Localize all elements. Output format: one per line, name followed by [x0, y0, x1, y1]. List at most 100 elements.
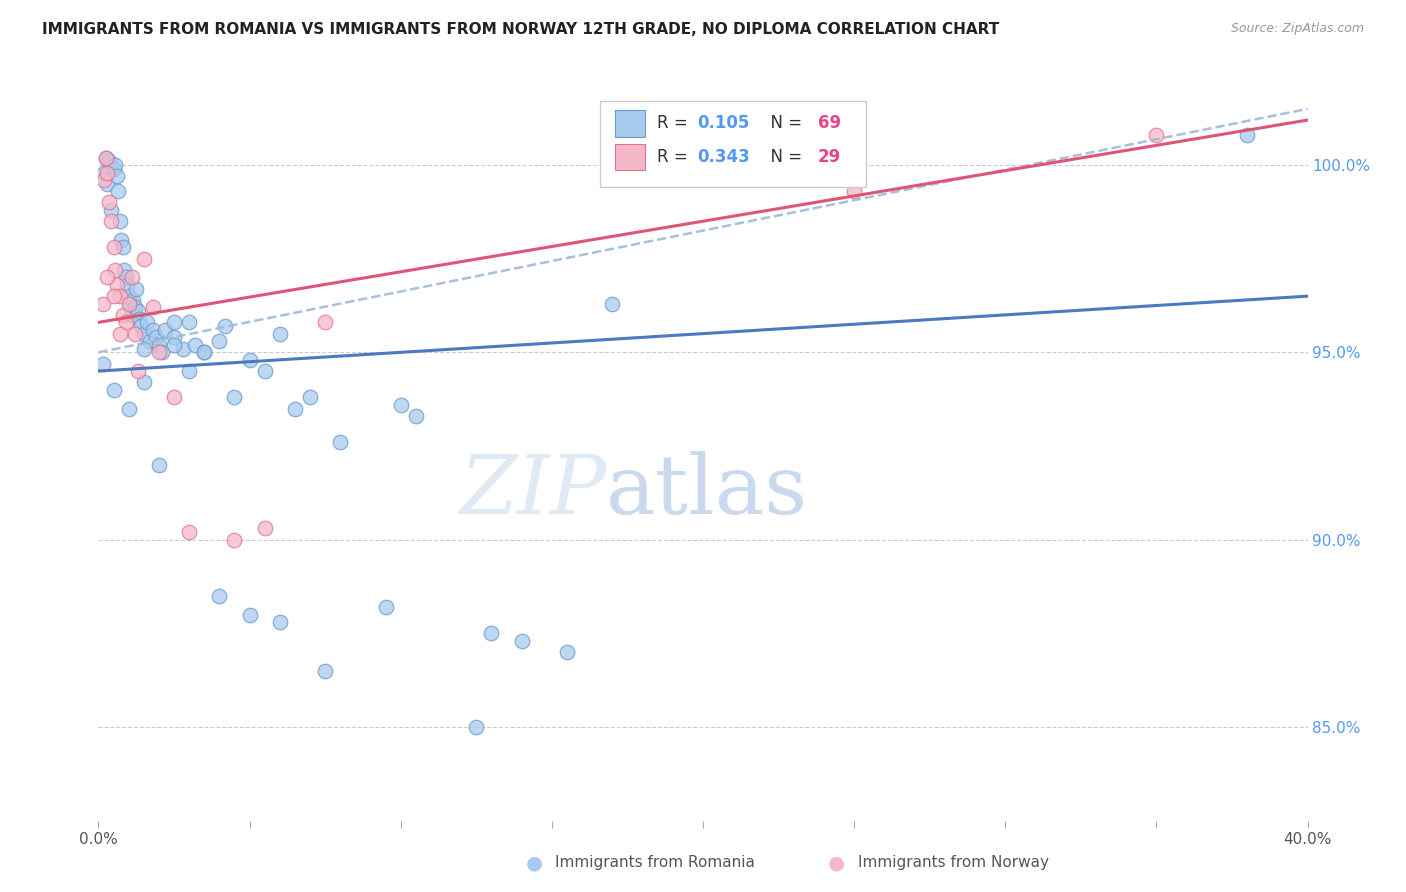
Point: [103, 240, 125, 254]
Point: [153, 323, 176, 337]
Point: [124, 301, 146, 315]
Point: [94, 151, 117, 165]
FancyBboxPatch shape: [614, 144, 645, 170]
Point: [142, 301, 165, 315]
Point: [172, 342, 194, 356]
Point: [224, 533, 246, 547]
Point: [115, 277, 138, 292]
Point: [179, 525, 201, 540]
Point: [124, 326, 146, 341]
Point: [269, 326, 291, 341]
Point: [150, 345, 173, 359]
Text: Immigrants from Romania: Immigrants from Romania: [555, 855, 755, 870]
Point: [107, 184, 129, 198]
Point: [148, 338, 170, 352]
Point: [100, 202, 122, 217]
Point: [93, 165, 115, 179]
Point: [314, 315, 336, 329]
Point: [253, 364, 276, 378]
Point: [127, 304, 149, 318]
Point: [148, 458, 170, 472]
Point: [91, 357, 114, 371]
Point: [555, 645, 578, 659]
Point: [389, 398, 412, 412]
Point: [374, 600, 396, 615]
Point: [108, 214, 131, 228]
Point: [844, 184, 866, 198]
Point: [163, 315, 186, 329]
FancyBboxPatch shape: [600, 102, 866, 187]
Point: [96, 165, 118, 179]
Point: [114, 270, 136, 285]
Point: [108, 289, 131, 303]
FancyBboxPatch shape: [614, 111, 645, 136]
Point: [329, 435, 352, 450]
Point: [239, 607, 262, 622]
Point: [104, 158, 127, 172]
Point: [132, 326, 155, 341]
Point: [193, 345, 215, 359]
Point: [93, 173, 115, 187]
Point: [108, 326, 131, 341]
Point: [120, 296, 142, 310]
Text: R =: R =: [657, 148, 693, 166]
Point: [224, 390, 246, 404]
Point: [103, 383, 125, 397]
Point: [139, 334, 162, 348]
Text: R =: R =: [657, 114, 693, 132]
Text: IMMIGRANTS FROM ROMANIA VS IMMIGRANTS FROM NORWAY 12TH GRADE, NO DIPLOMA CORRELA: IMMIGRANTS FROM ROMANIA VS IMMIGRANTS FR…: [42, 22, 1000, 37]
Text: ●: ●: [526, 853, 543, 872]
Text: Immigrants from Norway: Immigrants from Norway: [858, 855, 1049, 870]
Point: [465, 720, 488, 734]
Point: [91, 296, 114, 310]
Point: [179, 315, 201, 329]
Point: [1146, 128, 1168, 142]
Point: [111, 308, 134, 322]
Point: [132, 252, 155, 266]
Point: [193, 345, 215, 359]
Point: [121, 270, 143, 285]
Point: [284, 401, 307, 416]
Point: [110, 233, 132, 247]
Point: [148, 345, 170, 359]
Text: ZIP: ZIP: [460, 451, 606, 531]
Point: [118, 296, 141, 310]
Text: 69: 69: [818, 114, 841, 132]
Text: N =: N =: [759, 114, 807, 132]
Point: [104, 263, 127, 277]
Point: [129, 319, 152, 334]
Point: [111, 240, 134, 254]
Point: [314, 664, 336, 678]
Point: [132, 342, 155, 356]
Point: [105, 169, 128, 184]
Text: ●: ●: [828, 853, 845, 872]
Point: [269, 615, 291, 629]
Point: [118, 289, 141, 303]
Point: [135, 315, 157, 329]
Point: [405, 409, 427, 423]
Point: [184, 338, 207, 352]
Point: [103, 161, 125, 176]
Text: atlas: atlas: [606, 451, 808, 531]
Point: [96, 177, 118, 191]
Point: [98, 154, 121, 169]
Point: [1236, 128, 1258, 142]
Point: [208, 334, 231, 348]
Text: N =: N =: [759, 148, 807, 166]
Point: [214, 319, 236, 334]
Point: [96, 270, 118, 285]
Point: [94, 151, 117, 165]
Point: [253, 521, 276, 535]
Point: [98, 195, 121, 210]
Point: [125, 282, 148, 296]
Point: [239, 352, 262, 367]
Point: [112, 263, 135, 277]
Point: [132, 376, 155, 390]
Point: [163, 390, 186, 404]
Text: 0.105: 0.105: [697, 114, 749, 132]
Text: 0.343: 0.343: [697, 148, 749, 166]
Point: [100, 214, 122, 228]
Point: [118, 401, 141, 416]
Point: [121, 308, 143, 322]
Point: [208, 589, 231, 603]
